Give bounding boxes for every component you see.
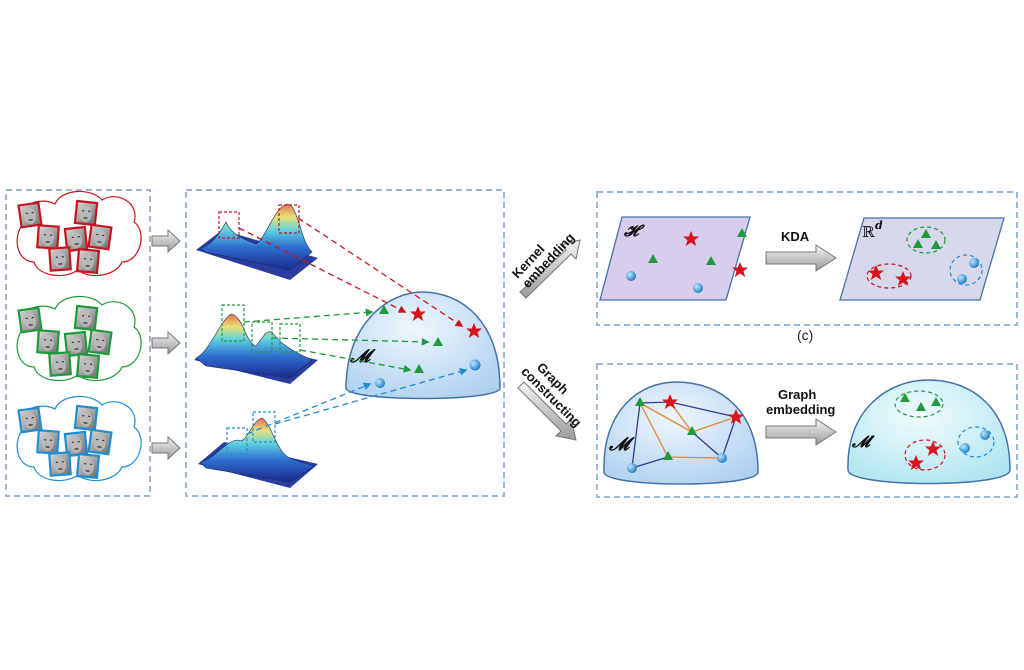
face-thumbnail [73,304,99,332]
graph-manifold-dome: 𝓜 [603,381,759,485]
dot-icon [469,359,481,371]
kda-arrow: KDA [765,229,837,272]
face-thumbnail [48,451,72,477]
face-thumbnail [48,246,72,272]
panel-image-sets [5,189,151,497]
hilbert-space-plane: 𝓗 [599,216,751,301]
graph-constructing-arrow: Graph constructing [517,360,585,441]
dot-icon [960,443,970,453]
face-thumbnail [63,430,89,458]
face-thumbnail [17,306,43,334]
panel-kernel [596,191,1018,326]
triangle-icon [737,228,747,237]
triangle-icon [931,397,941,406]
euclidean-exponent: d [875,219,883,232]
triangle-icon [706,256,716,265]
face-thumbnail [87,428,113,456]
triangle-icon [913,239,923,248]
triangle-icon [663,451,673,460]
graph-embedding-arrow: Graph embedding [765,387,837,446]
face-thumbnail [63,225,89,253]
mapping-arrows [238,217,468,435]
dot-icon [627,463,637,473]
panel-graph [596,363,1018,498]
face-thumbnail [87,223,113,251]
face-thumbnail [48,351,72,377]
face-thumbnail [73,199,99,227]
embedded-manifold-dome: 𝓜′ [847,379,1011,485]
embedded-manifold-label: 𝓜′ [851,432,875,451]
face-thumbnail [75,352,101,380]
manifold-label: 𝓜 [349,346,376,367]
dot-icon [969,258,979,268]
face-thumbnail [17,406,43,434]
face-thumbnail [36,429,60,455]
dot-icon [626,271,636,281]
surface-plot [194,304,318,384]
face-thumbnail [75,247,101,275]
kernel-embedding-arrow: Kernel embedding [509,230,581,299]
dot-icon [957,274,967,284]
face-group-green [17,304,113,380]
gray-block-arrow [151,228,181,254]
face-thumbnail [63,330,89,358]
graph-manifold-label: 𝓜 [608,434,635,455]
dot-icon [980,430,990,440]
triangle-icon [900,393,910,402]
euclidean-label: ℝ [862,223,875,241]
dot-icon [693,283,703,293]
triangle-icon [931,240,941,249]
euclidean-space-plane: ℝ d [839,217,1005,301]
face-group-red [17,199,113,275]
gray-block-arrow [151,435,181,461]
dot-icon [375,378,385,388]
face-thumbnail [73,404,99,432]
triangle-icon [379,305,389,314]
triangle-icon [921,229,931,238]
caption-c: (c) [797,327,813,343]
graph-embedding-label-1: Graph [778,387,816,402]
triangle-icon [635,397,645,406]
graph-embedding-label-2: embedding [766,402,835,417]
face-thumbnail [17,201,43,229]
triangle-icon [433,337,443,346]
surface-plot [196,203,318,280]
dot-icon [717,453,727,463]
face-thumbnail [36,329,60,355]
triangle-icon [916,402,926,411]
panel-modeling [185,189,505,497]
triangle-icon [687,426,697,435]
kda-label: KDA [781,229,810,244]
face-thumbnail [36,224,60,250]
triangle-icon [648,254,658,263]
face-thumbnail [75,452,101,480]
triangle-icon [414,364,424,373]
face-thumbnail [87,328,113,356]
gray-block-arrow [151,330,181,356]
surface-plot [198,411,318,488]
face-group-blue [17,404,113,480]
